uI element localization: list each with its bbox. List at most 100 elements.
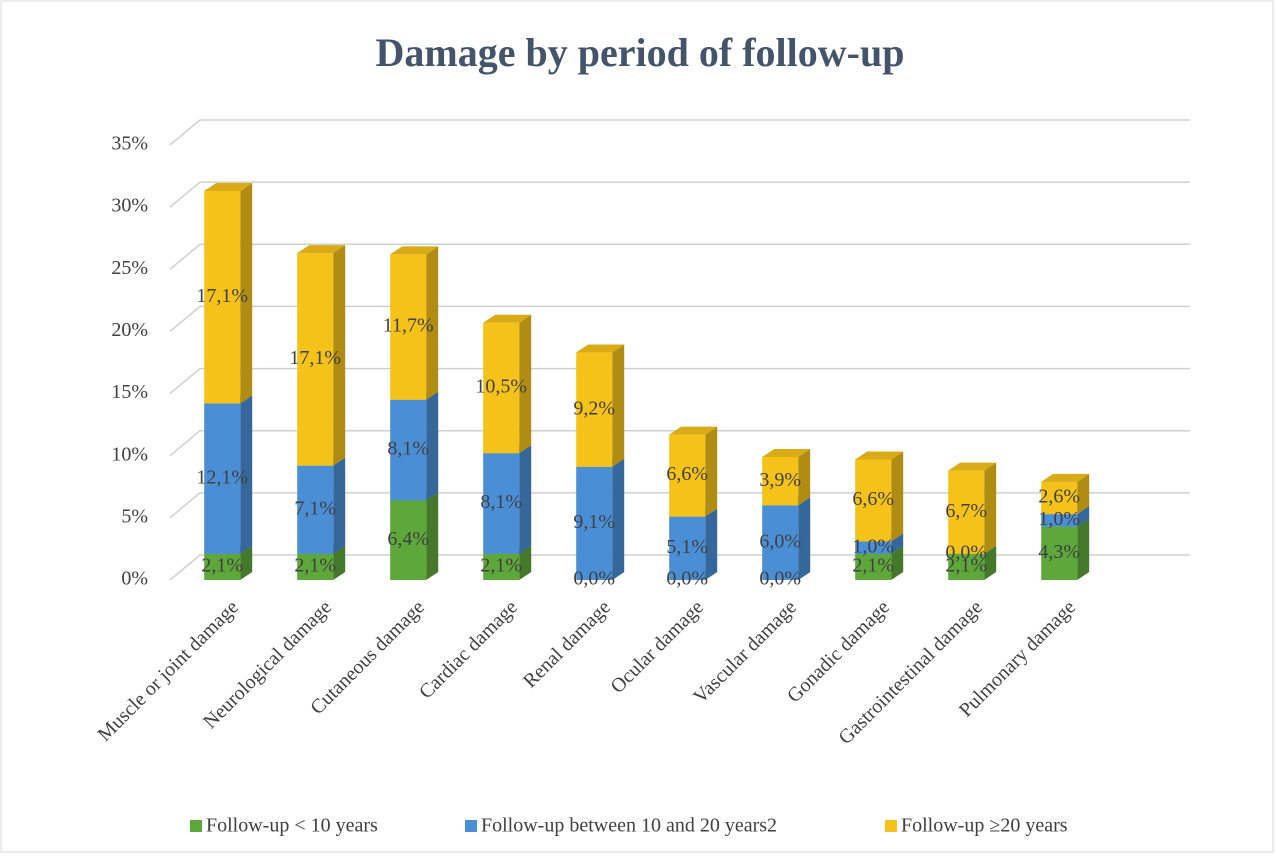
bar-side [333,457,346,554]
bar [483,322,520,454]
bar-side [240,395,253,554]
bar [855,459,892,542]
bar-side [426,391,439,501]
bar [1041,526,1078,580]
legend-label: Follow-up between 10 and 20 years2 [481,815,777,837]
bar-side [891,545,904,580]
grid-line [169,305,1190,333]
chart-title: Damage by period of follow-up [376,30,905,75]
data-label: 2,1% [852,555,894,577]
bar [390,500,427,580]
bar [297,465,334,554]
legend-label: Follow-up ≥20 years [901,815,1068,837]
bar-side [1077,473,1090,515]
bar [390,399,427,501]
y-tick-label: 20% [111,319,148,341]
data-label: 0,0% [573,568,615,590]
bar-side [1077,506,1090,527]
data-label: 2,1% [945,555,987,577]
bar-side [519,314,532,454]
bar [948,470,985,554]
bar [483,553,520,580]
bar [204,553,241,580]
y-tick-label: 30% [111,195,148,217]
data-label: 0,0% [945,541,987,563]
bar [204,190,241,404]
bar-side [705,508,718,580]
bar-side [798,448,811,506]
bar-top [762,448,811,457]
legend-label: Follow-up < 10 years [206,815,378,837]
grid-line [169,119,1190,146]
data-label: 9,2% [573,397,615,419]
data-label: 5,1% [666,536,708,558]
data-label: 1,0% [852,535,894,557]
bar [669,434,706,517]
bar [669,516,706,580]
data-label: 7,1% [294,497,336,519]
data-label: 11,7% [383,315,434,337]
bar [1041,481,1078,515]
data-label: 8,1% [480,491,522,513]
bar [855,541,892,554]
data-label: 1,0% [1038,508,1080,530]
bar-side [519,445,532,554]
data-label: 2,1% [294,555,336,577]
data-label: 2,1% [480,555,522,577]
y-tick-label: 15% [111,381,148,403]
data-label: 17,1% [196,285,248,307]
data-label: 8,1% [387,438,429,460]
data-label: 2,6% [1038,486,1080,508]
bar [297,253,334,466]
bar-top [948,462,997,471]
bar-top [483,314,532,323]
grid-line [169,181,1190,208]
grid-line [169,243,1190,270]
bar-side [612,344,625,467]
data-label: 9,1% [573,511,615,533]
bar-side [705,426,718,517]
bar-side [519,545,532,580]
y-tick-label: 25% [111,257,148,279]
bar [576,352,613,467]
bar-side [240,182,253,404]
bar-side [240,545,253,580]
bar [762,505,799,580]
legend-swatch [190,820,202,832]
bar [855,553,892,580]
bar [483,453,520,554]
bar-side [426,246,439,400]
bar-side [798,497,811,580]
bar-side [891,533,904,554]
bar [762,456,799,506]
bar-top [204,182,253,191]
y-tick-label: 10% [111,443,148,465]
legend-swatch [885,820,897,832]
data-label: 6,0% [759,530,801,552]
bar [576,466,613,580]
data-label: 6,6% [852,488,894,510]
grid-line [169,429,1190,457]
bar-top [576,344,625,353]
data-label: 12,1% [196,466,248,488]
bar-top [297,245,346,254]
bar [204,403,241,554]
bar [1041,514,1078,527]
bar-top [669,426,718,435]
data-label: 6,6% [666,463,708,485]
y-tick-label: 35% [111,133,148,155]
bar-side [1077,518,1090,580]
data-label: 3,9% [759,469,801,491]
y-tick-label: 5% [121,505,148,527]
bar-side [984,545,997,580]
bar [297,553,334,580]
grid-line [169,367,1190,395]
data-label: 10,5% [475,376,527,398]
data-label: 4,3% [1038,541,1080,563]
bar-side [612,458,625,580]
legend-swatch [465,820,477,832]
bar-side [984,462,997,554]
data-label: 0,0% [666,568,708,590]
